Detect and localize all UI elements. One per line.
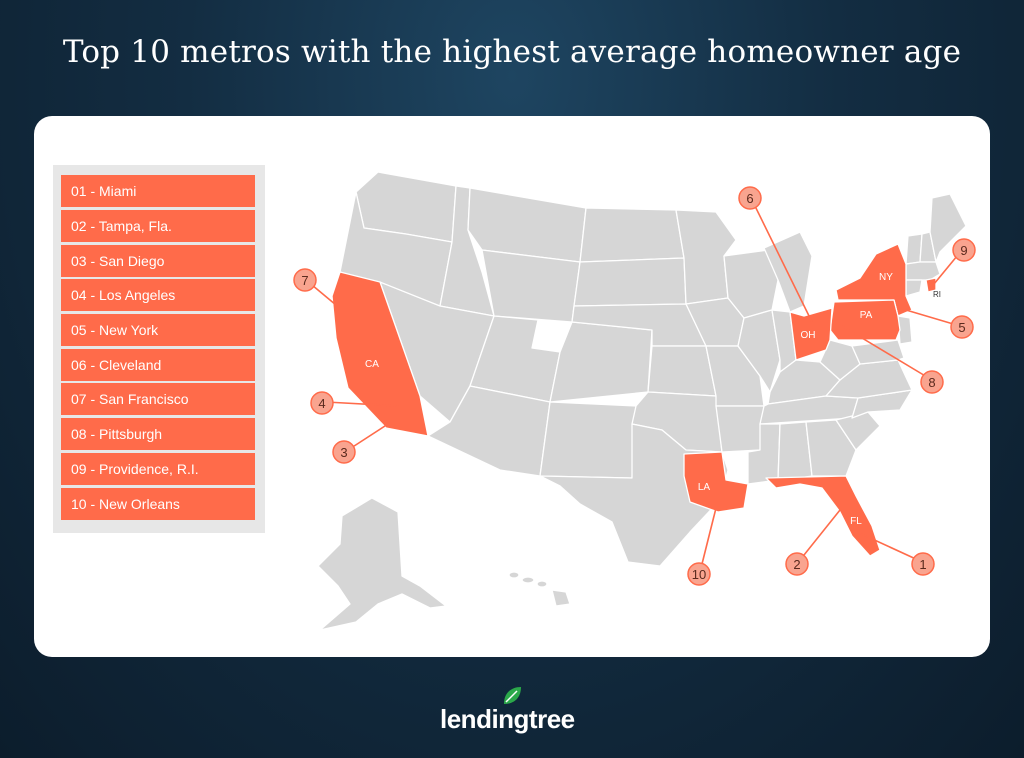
leader-line: [751, 199, 813, 323]
marker-5: [950, 315, 974, 339]
state-ct: [905, 279, 923, 297]
marker-label: 3: [340, 445, 347, 460]
marker-2: [785, 552, 809, 576]
state-ri: [925, 277, 937, 293]
state-ar: [715, 405, 765, 453]
state-nj: [897, 315, 913, 345]
marker-label: 6: [746, 191, 753, 206]
state-label-fl: FL: [850, 516, 862, 527]
page-title: Top 10 metros with the highest average h…: [62, 34, 962, 70]
state-ak: [317, 497, 447, 631]
state-tx: [539, 423, 729, 567]
leader-line: [799, 509, 841, 561]
leaf-icon: [504, 687, 521, 704]
marker-label: 1: [919, 557, 926, 572]
marker-1: [911, 552, 935, 576]
marker-8: [920, 370, 944, 394]
state-ca: [331, 271, 429, 437]
marker-7: [293, 268, 317, 292]
state-label-la: LA: [698, 482, 711, 493]
state-label-oh: OH: [801, 330, 816, 341]
state-ga: [805, 419, 857, 477]
marker-label: 8: [928, 375, 935, 390]
marker-3: [332, 440, 356, 464]
leader-line: [841, 325, 933, 381]
legend-item: 07 - San Francisco: [61, 383, 255, 415]
leader-line: [347, 423, 389, 451]
leader-line: [856, 531, 919, 561]
state-ks: [647, 345, 717, 397]
legend-item: 10 - New Orleans: [61, 488, 255, 520]
leader-line: [325, 401, 401, 407]
state-label-ca: CA: [365, 359, 379, 370]
state-label-ny: NY: [879, 272, 893, 283]
marker-6: [738, 186, 762, 210]
marker-label: 5: [958, 320, 965, 335]
metro-legend: 01 - Miami 02 - Tampa, Fla. 03 - San Die…: [53, 165, 265, 533]
leader-line: [699, 507, 717, 573]
state-nd: [579, 207, 685, 263]
marker-9: [952, 238, 976, 262]
state-md: [851, 339, 905, 365]
state-hi: [508, 571, 571, 607]
legend-item: 09 - Providence, R.I.: [61, 453, 255, 485]
state-wy: [481, 249, 581, 323]
marker-10: [687, 562, 711, 586]
marker-label: 4: [318, 396, 325, 411]
legend-item: 02 - Tampa, Fla.: [61, 210, 255, 242]
legend-item: 04 - Los Angeles: [61, 279, 255, 311]
marker-label: 2: [793, 557, 800, 572]
state-label-ri: RI: [933, 290, 941, 299]
brand-name: lendingtree: [440, 704, 575, 734]
legend-item: 08 - Pittsburgh: [61, 418, 255, 450]
marker-label: 10: [692, 567, 706, 582]
marker-label: 7: [301, 273, 308, 288]
state-sd: [573, 257, 687, 307]
legend-item: 05 - New York: [61, 314, 255, 346]
state-ma: [905, 261, 941, 281]
marker-label: 9: [960, 243, 967, 258]
state-label-pa: PA: [860, 310, 873, 321]
state-oh: [789, 307, 833, 361]
state-nm: [539, 401, 637, 479]
state-la: [683, 451, 749, 513]
legend-item: 06 - Cleveland: [61, 349, 255, 381]
state-co: [549, 321, 653, 403]
marker-4: [310, 391, 334, 415]
lendingtree-logo: lendingtree: [424, 682, 624, 734]
state-fl: [765, 475, 881, 557]
legend-item: 01 - Miami: [61, 175, 255, 207]
legend-item: 03 - San Diego: [61, 245, 255, 277]
